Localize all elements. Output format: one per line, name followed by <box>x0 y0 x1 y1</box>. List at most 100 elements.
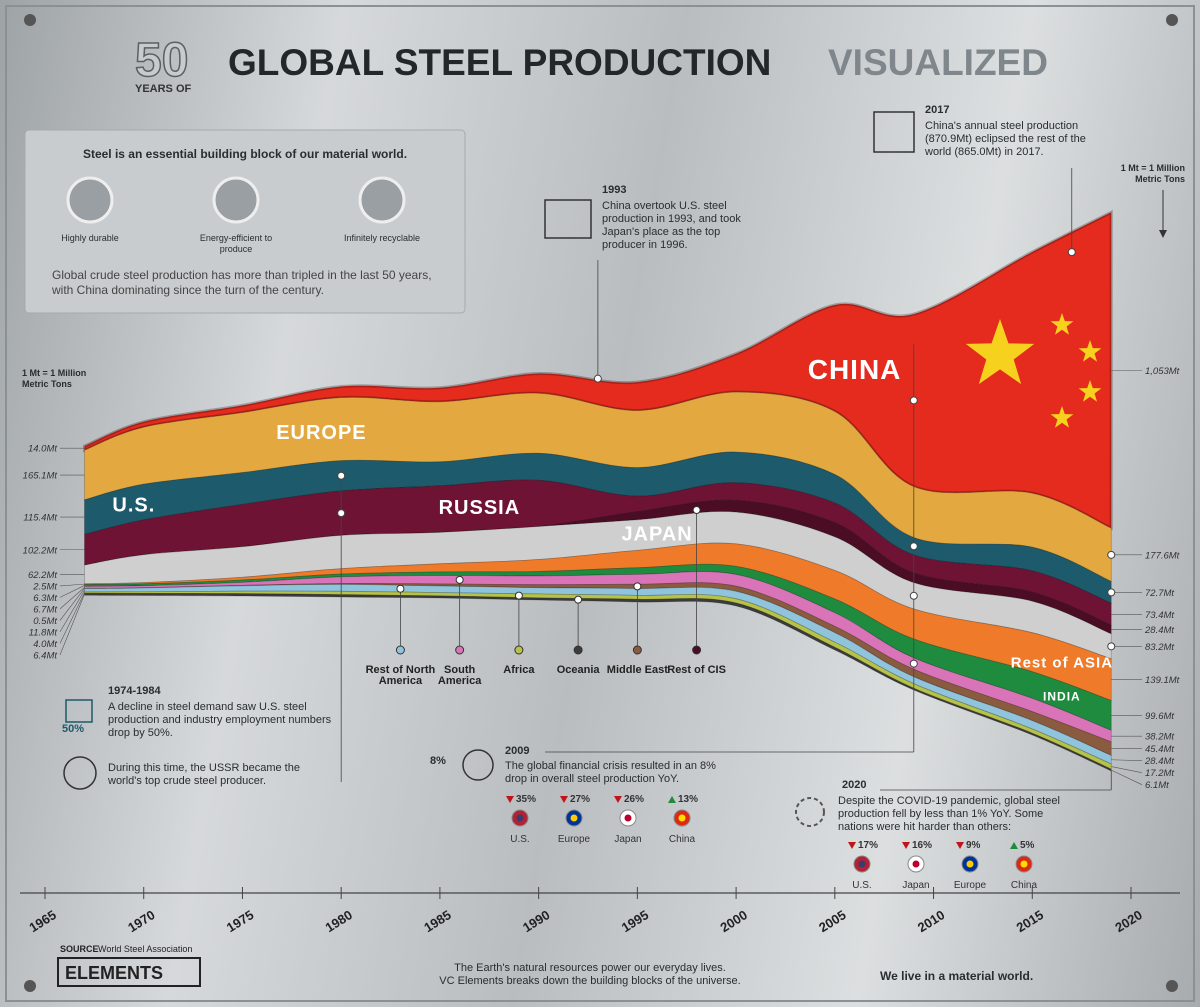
annotation-dot <box>1107 550 1116 559</box>
change-arrow <box>560 796 568 803</box>
x-tick-label: 1985 <box>421 907 453 935</box>
annotation-year: 2017 <box>925 104 950 116</box>
country: China <box>669 834 696 845</box>
icon-globe <box>462 749 494 781</box>
value-label: 17.2Mt <box>1145 768 1174 779</box>
value-label: 72.7Mt <box>1145 588 1174 599</box>
change-value: 5% <box>1020 840 1035 851</box>
value-label: 99.6Mt <box>1145 711 1174 722</box>
callout-end <box>455 645 465 655</box>
feature: Infinitely recyclable <box>343 233 421 243</box>
icon-bars <box>65 699 93 723</box>
value-label: 177.6Mt <box>1145 550 1180 561</box>
annotation-text: The global financial crisis resulted in … <box>505 760 716 785</box>
star <box>1078 340 1102 362</box>
value-label: 139.1Mt <box>1145 675 1180 686</box>
callout-label: Rest of CIS <box>667 664 726 676</box>
change-arrow <box>614 796 622 803</box>
x-tick-label: 1980 <box>323 907 355 935</box>
x-tick-label: 1970 <box>125 907 157 935</box>
value-label: 6.3Mt <box>33 593 57 604</box>
value-label: 4.0Mt <box>33 639 57 650</box>
x-tick-label: 1995 <box>619 907 651 935</box>
source-label: SOURCE <box>60 944 99 954</box>
country: Europe <box>558 834 591 845</box>
value-label: 83.2Mt <box>1145 642 1174 653</box>
value-label: 45.4Mt <box>1145 744 1174 755</box>
frame <box>5 5 1195 1002</box>
screws <box>24 14 1178 992</box>
leader-line <box>1111 759 1143 761</box>
star <box>1050 406 1074 428</box>
change-arrow <box>956 842 964 849</box>
annotation-dot <box>909 542 918 551</box>
leader-line <box>59 585 85 598</box>
callout-label: Rest of North America <box>365 664 436 687</box>
feature: Energy-efficient to produce <box>199 233 273 254</box>
callout-label: Oceania <box>556 664 600 676</box>
annotation-text: China's annual steel production (870.9Mt… <box>925 120 1086 158</box>
callout-end <box>395 645 405 655</box>
leader-line <box>59 590 85 633</box>
x-tick-label: 2010 <box>915 907 947 935</box>
unit-note: 1 Mt = 1 Million Metric Tons <box>1120 163 1185 184</box>
value-label: 6.4Mt <box>33 650 57 661</box>
flag-mark <box>858 860 866 868</box>
annotation-text: A decline in steel demand saw U.S. steel… <box>108 701 332 739</box>
source: World Steel Association <box>98 944 192 954</box>
flag-mark <box>516 814 524 822</box>
annotation-dot <box>337 509 346 518</box>
series-label: Rest of ASIA <box>1011 655 1113 672</box>
change-arrow <box>506 796 514 803</box>
value-label: 6.1Mt <box>1145 780 1169 791</box>
stream-layer <box>84 499 1112 635</box>
change-value: 27% <box>570 794 590 805</box>
callout-dot <box>692 506 701 515</box>
value-label: 14.0Mt <box>28 444 57 455</box>
callout-end <box>692 645 702 655</box>
x-tick-label: 2015 <box>1014 907 1046 935</box>
callout-end <box>573 645 583 655</box>
annotation-dot <box>909 591 918 600</box>
value-label: 102.2Mt <box>23 545 58 556</box>
value-label: 38.2Mt <box>1145 732 1174 743</box>
leader-line <box>59 594 85 656</box>
annotation-dot <box>909 396 918 405</box>
annotation-text: Despite the COVID-19 pandemic, global st… <box>838 795 1060 833</box>
info-text: Global crude steel production has more t… <box>52 268 432 297</box>
tagline: VC Elements breaks down the building blo… <box>439 975 741 987</box>
change-value: 9% <box>966 840 981 851</box>
unit-arrow-head <box>1159 230 1167 238</box>
callout-label: Middle East <box>606 664 668 676</box>
value-label: 2.5Mt <box>32 581 57 592</box>
flag-mark <box>966 860 974 868</box>
change-value: 17% <box>858 840 878 851</box>
value-label: 73.4Mt <box>1145 610 1174 621</box>
annotation-text: During this time, the USSR became the wo… <box>108 762 300 787</box>
change-arrow <box>902 842 910 849</box>
leader-line <box>59 588 85 621</box>
brand: ELEMENTS <box>65 963 163 983</box>
change-value: 35% <box>516 794 536 805</box>
leader-line <box>59 587 85 610</box>
icon-chart <box>873 111 915 153</box>
country: U.S. <box>852 880 871 891</box>
flag-mark <box>624 814 632 822</box>
callout-dot <box>396 584 405 593</box>
title: GLOBAL STEEL PRODUCTION <box>228 42 771 83</box>
annotation-year: 2020 <box>842 779 867 791</box>
value-label: 1,053Mt <box>1145 366 1180 377</box>
country: Europe <box>954 880 987 891</box>
x-tick-label: 1965 <box>26 907 58 935</box>
annotation-dot <box>1107 588 1116 597</box>
country: China <box>1011 880 1038 891</box>
icon-ussr <box>63 756 97 790</box>
series-label: U.S. <box>112 495 155 517</box>
series-label: INDIA <box>1043 690 1081 704</box>
feature-icons <box>66 176 406 224</box>
star <box>1078 380 1102 402</box>
change-value: 16% <box>912 840 932 851</box>
value-label: 0.5Mt <box>33 616 57 627</box>
